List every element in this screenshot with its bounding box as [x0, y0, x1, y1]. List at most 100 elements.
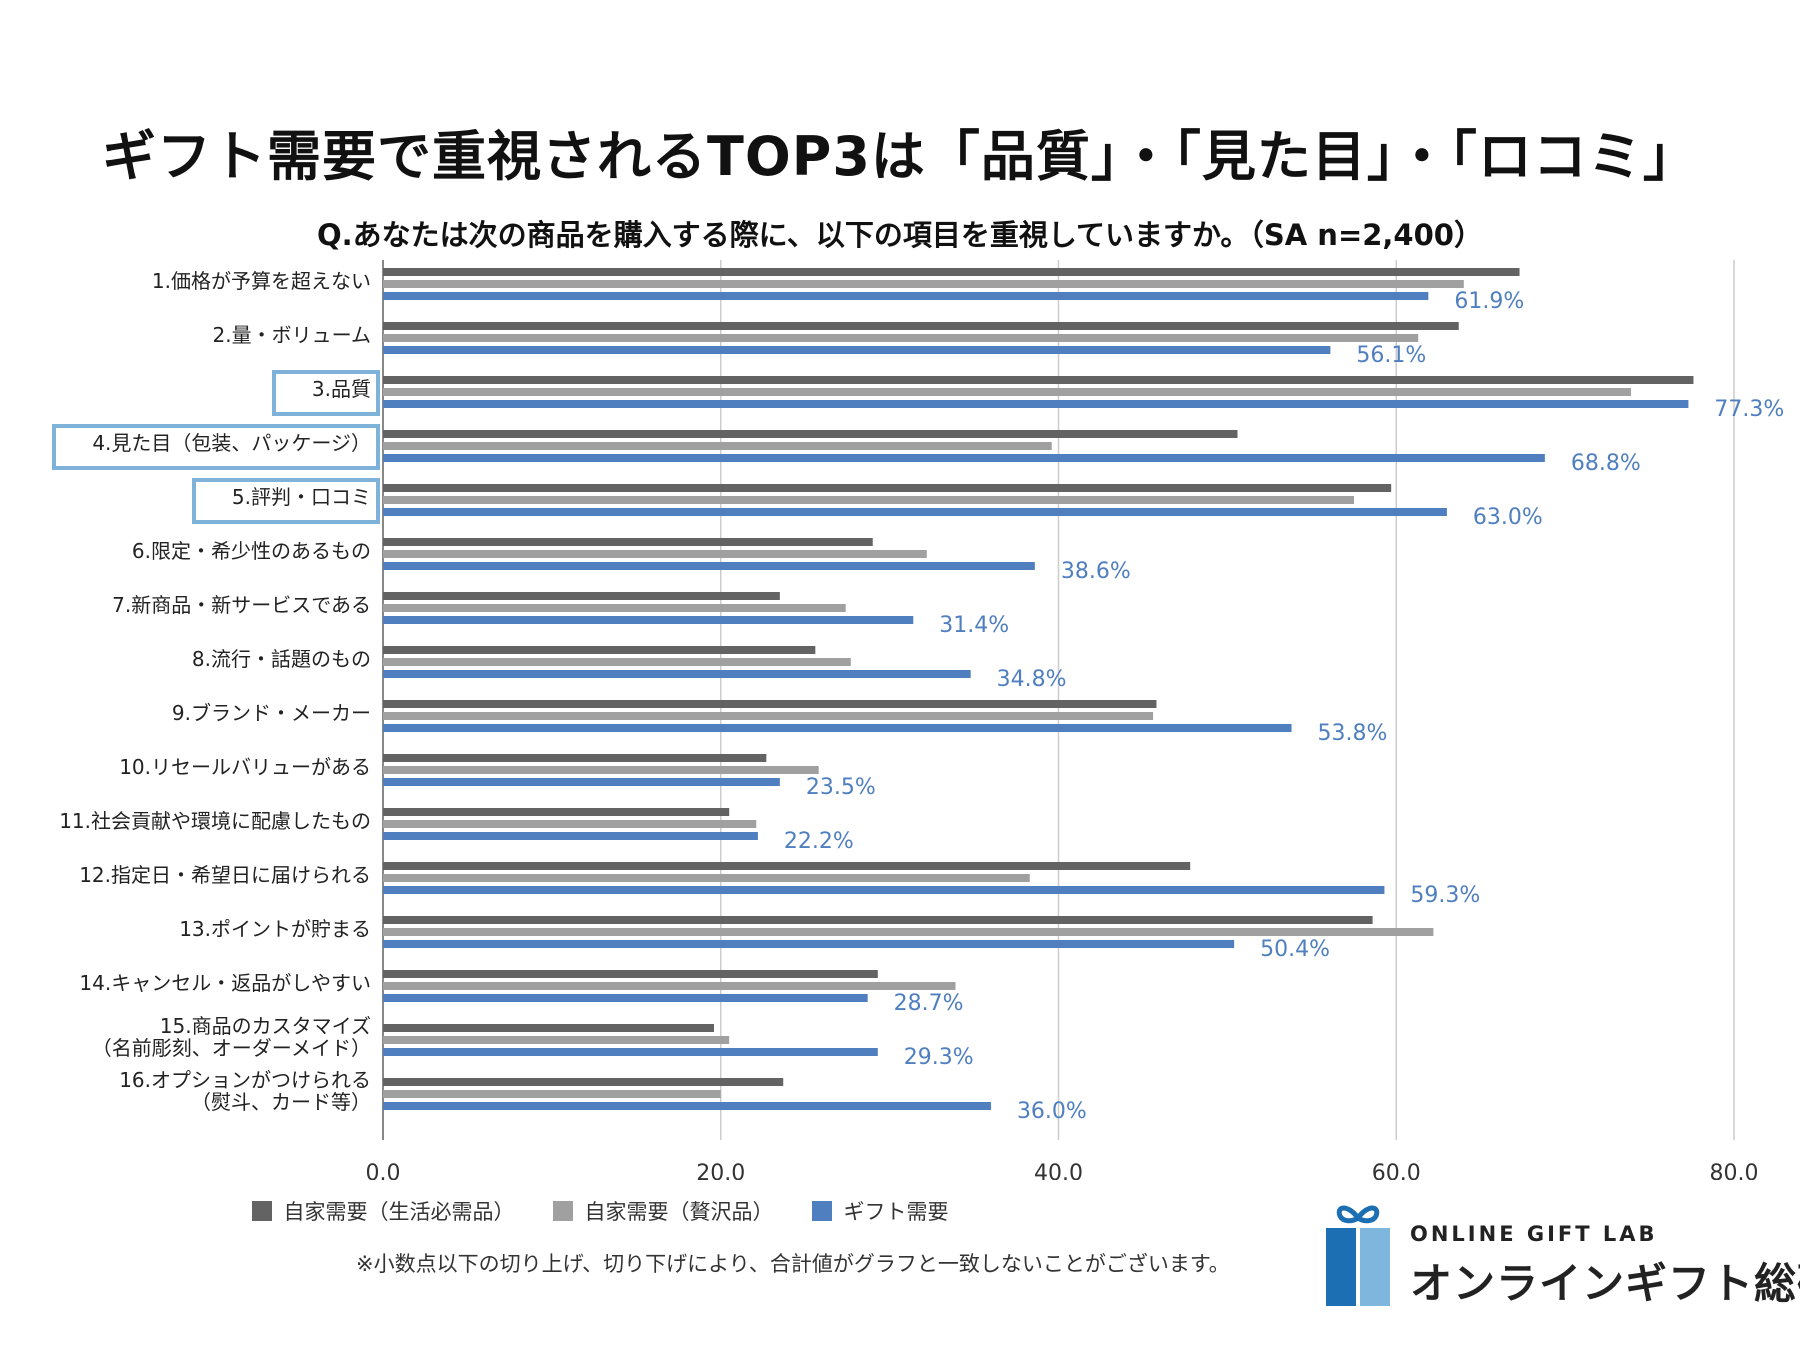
- legend-item: 自家需要（生活必需品）: [251, 1196, 515, 1226]
- legend: 自家需要（生活必需品） 自家需要（贅沢品） ギフト需要: [0, 1196, 1500, 1226]
- bar: [383, 430, 1238, 438]
- bar: [383, 712, 1154, 720]
- legend-swatch: [552, 1201, 573, 1221]
- bar: [383, 562, 1035, 570]
- bar: [383, 292, 1429, 300]
- bar: [383, 982, 956, 990]
- data-label: 28.7%: [894, 991, 964, 1016]
- category-label: 12.指定日・希望日に届けられる: [79, 863, 371, 887]
- x-tick-label: 20.0: [696, 1161, 745, 1180]
- bar: [383, 508, 1447, 516]
- bar: [383, 334, 1419, 342]
- data-label: 23.5%: [806, 775, 876, 800]
- bar: [383, 322, 1459, 330]
- bar: [383, 550, 927, 558]
- category-label: 1.価格が予算を超えない: [152, 269, 371, 293]
- x-tick-label: 0.0: [366, 1161, 401, 1180]
- bar: [383, 1036, 730, 1044]
- category-label: 6.限定・希少性のあるもの: [132, 539, 371, 563]
- data-label: 22.2%: [784, 829, 854, 854]
- chart-question: Q.あなたは次の商品を購入する際に、以下の項目を重視していますか。（SA n=2…: [317, 218, 1483, 252]
- bar: [383, 376, 1694, 384]
- logo-english: ONLINE GIFT LAB: [1410, 1222, 1658, 1246]
- legend-item: 自家需要（贅沢品）: [552, 1196, 774, 1226]
- bar: [383, 592, 780, 600]
- bar: [383, 538, 873, 546]
- bar: [383, 604, 846, 612]
- bar: [383, 1024, 714, 1032]
- legend-label: 自家需要（生活必需品）: [283, 1200, 515, 1224]
- bar: [383, 280, 1464, 288]
- category-label: 5.評判・口コミ: [232, 485, 371, 509]
- x-tick-label: 40.0: [1034, 1161, 1083, 1180]
- data-label: 50.4%: [1260, 937, 1330, 962]
- data-label: 53.8%: [1318, 721, 1388, 746]
- bar: [383, 658, 851, 666]
- category-label: 13.ポイントが貯まる: [179, 917, 371, 941]
- bar: [383, 454, 1545, 462]
- data-label: 61.9%: [1454, 289, 1524, 314]
- bar: [383, 970, 878, 978]
- bar: [383, 268, 1520, 276]
- category-label: 14.キャンセル・返品がしやすい: [79, 971, 371, 995]
- legend-swatch: [251, 1201, 272, 1221]
- category-label: （名前彫刻、オーダーメイド）: [92, 1036, 371, 1060]
- category-label: 2.量・ボリューム: [213, 323, 371, 347]
- chart-title: ギフト需要で重視されるTOP3は「品質」・「見た目」・「ロコミ」: [102, 125, 1698, 188]
- bar: [383, 766, 819, 774]
- bar: [383, 808, 730, 816]
- bar: [383, 346, 1331, 354]
- legend-label: 自家需要（贅沢品）: [584, 1200, 774, 1224]
- category-label: 3.品質: [312, 377, 371, 401]
- bar: [383, 820, 757, 828]
- bar: [383, 862, 1191, 870]
- bar: [383, 400, 1689, 408]
- logo-japanese: オンラインギフト総研: [1410, 1259, 1800, 1308]
- bar: [383, 1048, 878, 1056]
- data-label: 56.1%: [1356, 343, 1426, 368]
- category-label: （熨斗、カード等）: [191, 1090, 371, 1114]
- bar: [383, 754, 767, 762]
- bar: [383, 442, 1052, 450]
- bar: [383, 670, 971, 678]
- x-tick-label: 60.0: [1372, 1161, 1421, 1180]
- bar: [383, 778, 780, 786]
- gift-box-icon: [1326, 1205, 1390, 1306]
- highlight-box: [272, 370, 380, 416]
- category-label: 8.流行・話題のもの: [192, 647, 371, 671]
- bar: [383, 994, 868, 1002]
- legend-label: ギフト需要: [843, 1200, 949, 1224]
- highlight-box: [192, 478, 380, 524]
- bar: [383, 1090, 721, 1098]
- data-label: 63.0%: [1473, 505, 1543, 530]
- bar: [383, 916, 1373, 924]
- legend-swatch: [811, 1201, 832, 1221]
- category-label: 9.ブランド・メーカー: [172, 701, 371, 725]
- category-label: 10.リセールバリューがある: [119, 755, 371, 779]
- bar: [383, 496, 1355, 504]
- bar: [383, 388, 1631, 396]
- bar: [383, 616, 914, 624]
- data-label: 34.8%: [997, 667, 1067, 692]
- footnote: ※小数点以下の切り上げ、切り下げにより、合計値がグラフと一致しないことがございま…: [356, 1252, 1230, 1276]
- data-label: 29.3%: [904, 1045, 974, 1070]
- data-label: 36.0%: [1017, 1099, 1087, 1124]
- bar: [383, 724, 1292, 732]
- x-tick-label: 80.0: [1710, 1161, 1759, 1180]
- category-label: 11.社会貢献や環境に配慮したもの: [59, 809, 371, 833]
- highlight-box: [52, 424, 380, 470]
- bar: [383, 928, 1434, 936]
- category-label: 4.見た目（包装、パッケージ）: [92, 431, 371, 455]
- bar: [383, 700, 1157, 708]
- legend-item: ギフト需要: [811, 1196, 949, 1226]
- brand-logo: ONLINE GIFT LAB オンラインギフト総研: [1310, 1200, 1800, 1320]
- category-label: 7.新商品・新サービスである: [112, 593, 371, 617]
- bar: [383, 874, 1030, 882]
- data-label: 59.3%: [1410, 883, 1480, 908]
- bar: [383, 1102, 991, 1110]
- data-label: 68.8%: [1571, 451, 1641, 476]
- data-label: 31.4%: [939, 613, 1009, 638]
- category-label: 15.商品のカスタマイズ: [160, 1014, 371, 1038]
- data-label: 38.6%: [1061, 559, 1131, 584]
- bar: [383, 646, 816, 654]
